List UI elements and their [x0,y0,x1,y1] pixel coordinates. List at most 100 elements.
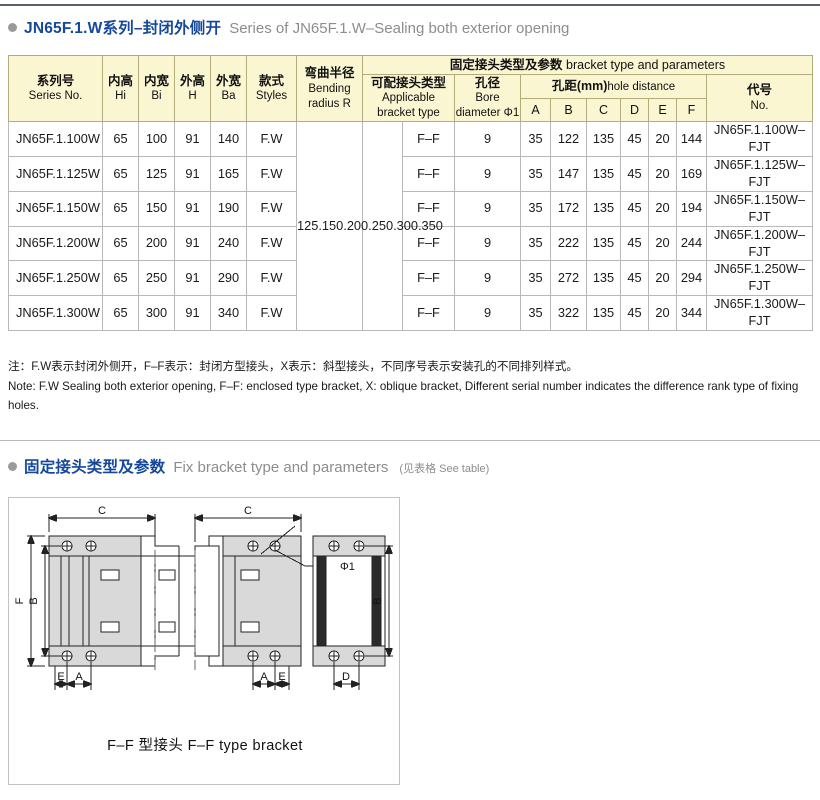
th-series-no-cn: 系列号 [36,73,75,88]
table-row: JN65F.1.150W 65 150 91 190 F.W F–F 9 35 … [8,190,814,227]
th-dim-c: C [586,97,621,123]
cell-bore: 9 [454,190,521,227]
th-bending-radius-cn: 弯曲半径 [304,66,355,81]
th-hole-distance-en: hole distance [607,80,676,93]
dim-label-a-left: A [75,671,83,683]
th-bore-diameter-en: Bore diameter Φ1 [455,92,520,120]
th-ba-cn: 外宽 [215,73,241,88]
cell-hi: 65 [102,295,139,332]
notes-block: 注：F.W表示封闭外侧开，F–F表示：封闭方型接头，X表示：斜型接头，不同序号表… [8,358,814,416]
cell-ba: 190 [210,190,247,227]
th-hole-distance: 孔距(mm)hole distance [520,73,707,99]
cell-h: 91 [174,295,211,332]
th-ba-en: Ba [221,90,236,103]
th-bracket-group-cn: 固定接头类型及参数 [449,58,563,72]
cell-c: 135 [586,295,621,332]
cell-h: 91 [174,156,211,192]
cell-bracket: F–F [402,190,455,227]
dim-label-c-right: C [244,505,252,517]
cell-bending-radius: 125.150.200.250.300.350 [296,121,443,332]
section-heading-bracket: 固定接头类型及参数 Fix bracket type and parameter… [8,455,489,477]
cell-e: 20 [648,121,677,158]
cell-bore: 9 [454,121,521,158]
dim-label-c-left: C [98,505,106,517]
cell-bi: 100 [138,121,175,158]
section-title-note: (见表格 See table) [399,463,490,475]
th-ba: 外宽 Ba [210,54,247,123]
cell-b: 172 [550,190,587,227]
table-row: JN65F.1.300W 65 300 91 340 F.W F–F 9 35 … [8,295,814,332]
th-bi-cn: 内宽 [143,73,169,88]
dim-label-d: D [342,671,350,683]
dim-label-a-right: A [260,671,268,683]
th-styles-cn: 款式 [258,73,284,88]
th-applicable-bracket-en: Applicable bracket type [377,92,440,120]
th-styles-en: Styles [255,90,288,103]
cell-e: 20 [648,156,677,192]
cell-bore: 9 [454,225,521,262]
cell-e: 20 [648,295,677,332]
cell-a: 35 [520,156,551,192]
cell-b: 222 [550,225,587,262]
table-row: JN65F.1.250W 65 250 91 290 F.W F–F 9 35 … [8,260,814,297]
cell-series: JN65F.1.250W [8,260,103,297]
th-bi-en: Bi [151,90,162,103]
cell-h: 91 [174,121,211,158]
cell-ba: 165 [210,156,247,192]
cell-h: 91 [174,260,211,297]
spec-table: 系列号 Series No. 内高 Hi 内宽 Bi 外高 H 外宽 Ba 款式… [8,54,814,332]
cell-bi: 150 [138,190,175,227]
th-code-no-en: No. [750,99,769,112]
cell-b: 322 [550,295,587,332]
cell-bracket: F–F [402,295,455,332]
th-dim-b: B [550,97,587,123]
cell-a: 35 [520,295,551,332]
cell-code: JN65F.1.125W–FJT [705,156,814,192]
cell-ba: 340 [210,295,247,332]
cell-hi: 65 [102,121,139,158]
cell-d: 45 [620,156,649,192]
cell-bracket: F–F [402,225,455,262]
cell-ba: 240 [210,225,247,262]
th-series-no: 系列号 Series No. [8,54,103,123]
spec-table-body: JN65F.1.100W 65 100 91 140 F.W 125.150.2… [8,121,814,332]
cell-f: 294 [676,260,707,297]
cell-c: 135 [586,260,621,297]
th-bi: 内宽 Bi [138,54,175,123]
th-bending-radius: 弯曲半径 Bending radius R [296,54,363,123]
cell-bi: 250 [138,260,175,297]
cell-hi: 65 [102,225,139,262]
cell-bracket: F–F [402,121,455,158]
cell-code: JN65F.1.300W–FJT [705,295,814,332]
cell-a: 35 [520,190,551,227]
note-line-en: Note: F.W Sealing both exterior opening,… [8,379,799,412]
drawing-caption: F–F 型接头 F–F type bracket [107,738,303,754]
th-applicable-bracket-cn: 可配接头类型 [370,75,446,90]
th-bore-diameter-cn: 孔径 [474,75,500,90]
cell-code: JN65F.1.250W–FJT [705,260,814,297]
cell-styles: F.W [246,295,297,332]
cell-e: 20 [648,190,677,227]
cell-e: 20 [648,225,677,262]
cell-code: JN65F.1.150W–FJT [705,190,814,227]
dim-label-phi1: Φ1 [340,561,355,573]
cell-c: 135 [586,190,621,227]
th-code-no: 代号 No. [705,73,814,123]
section-heading-series: JN65F.1.W系列–封闭外侧开 Series of JN65F.1.W–Se… [8,16,569,38]
bullet-icon [8,23,17,32]
th-hi: 内高 Hi [102,54,139,123]
section-title-en: Fix bracket type and parameters [173,459,389,476]
dim-label-f: F [14,597,26,604]
th-dim-d: D [620,97,649,123]
section-title-cn: 固定接头类型及参数 [24,459,166,476]
cell-h: 91 [174,225,211,262]
cell-b: 122 [550,121,587,158]
cell-c: 135 [586,121,621,158]
th-dim-e: E [648,97,677,123]
bullet-icon [8,462,17,471]
cell-styles: F.W [246,260,297,297]
top-rule [0,4,820,6]
bracket-drawing-panel: C C Φ1 F B B E A A E D F–F 型接头 F–F type … [8,497,400,785]
cell-ba: 290 [210,260,247,297]
cell-series: JN65F.1.150W [8,190,103,227]
